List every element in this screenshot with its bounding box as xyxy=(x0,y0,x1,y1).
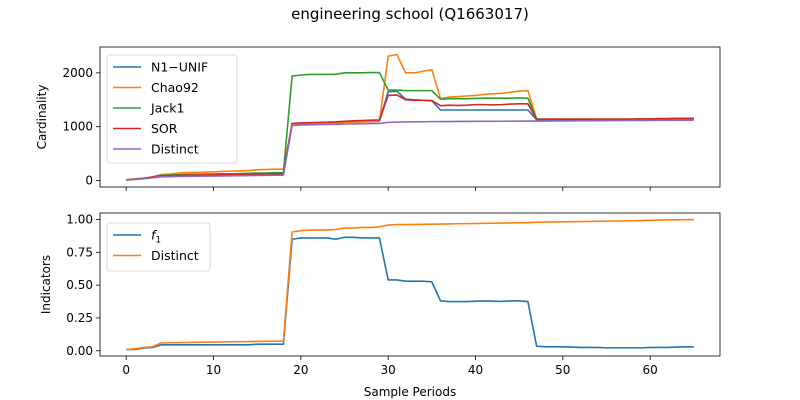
legend-label: N1−UNIF xyxy=(151,60,208,75)
x-tick-label: 40 xyxy=(468,363,483,377)
indicators-panel: 0 10 20 30 40 50 60 0.00 0.25 0.50 0.75 1.00 Indicat… xyxy=(39,212,721,377)
x-axis-label: Sample Periods xyxy=(364,385,456,399)
y-tick-label: 1.00 xyxy=(66,213,93,227)
x-tick-label: 60 xyxy=(643,363,658,377)
legend: f1 Distinct xyxy=(106,222,211,272)
y-tick-label: 2000 xyxy=(62,66,93,80)
x-tick-label: 10 xyxy=(206,363,221,377)
legend-box xyxy=(106,54,238,164)
legend-label: f1 xyxy=(151,228,161,246)
legend-label: Jack1 xyxy=(150,101,184,116)
x-tick-label: 20 xyxy=(293,363,308,377)
y-tick-label: 0 xyxy=(85,174,93,188)
cardinality-panel: 0 1000 2000 Cardinality N1−UNIF Chao92 Jack1 SO… xyxy=(35,46,721,191)
series-line-0-4 xyxy=(126,119,694,181)
chart-title: engineering school (Q1663017) xyxy=(291,5,529,23)
legend-label: SOR xyxy=(151,121,178,136)
plot-frame xyxy=(99,46,721,188)
y-axis-label: Indicators xyxy=(39,255,53,314)
legend: N1−UNIF Chao92 Jack1 SOR Distinct xyxy=(106,54,238,164)
series-line-0-3 xyxy=(126,94,694,181)
y-tick-label: 0.50 xyxy=(66,278,93,292)
series-line-1-1 xyxy=(126,218,694,351)
y-tick-label: 0.75 xyxy=(66,245,93,259)
plot-frame xyxy=(99,212,721,357)
x-tick-label: 0 xyxy=(122,363,130,377)
y-tick-label: 0.25 xyxy=(66,311,93,325)
legend-label: Chao92 xyxy=(151,80,199,95)
x-tick-label: 50 xyxy=(555,363,570,377)
y-tick-label: 1000 xyxy=(62,120,93,134)
series-line-1-0 xyxy=(126,236,694,351)
legend-box xyxy=(106,222,211,272)
legend-label: Distinct xyxy=(151,142,199,157)
legend-label: Distinct xyxy=(151,248,199,263)
y-tick-label: 0.00 xyxy=(66,344,93,358)
x-tick-label: 30 xyxy=(381,363,396,377)
y-axis-label: Cardinality xyxy=(35,85,49,150)
